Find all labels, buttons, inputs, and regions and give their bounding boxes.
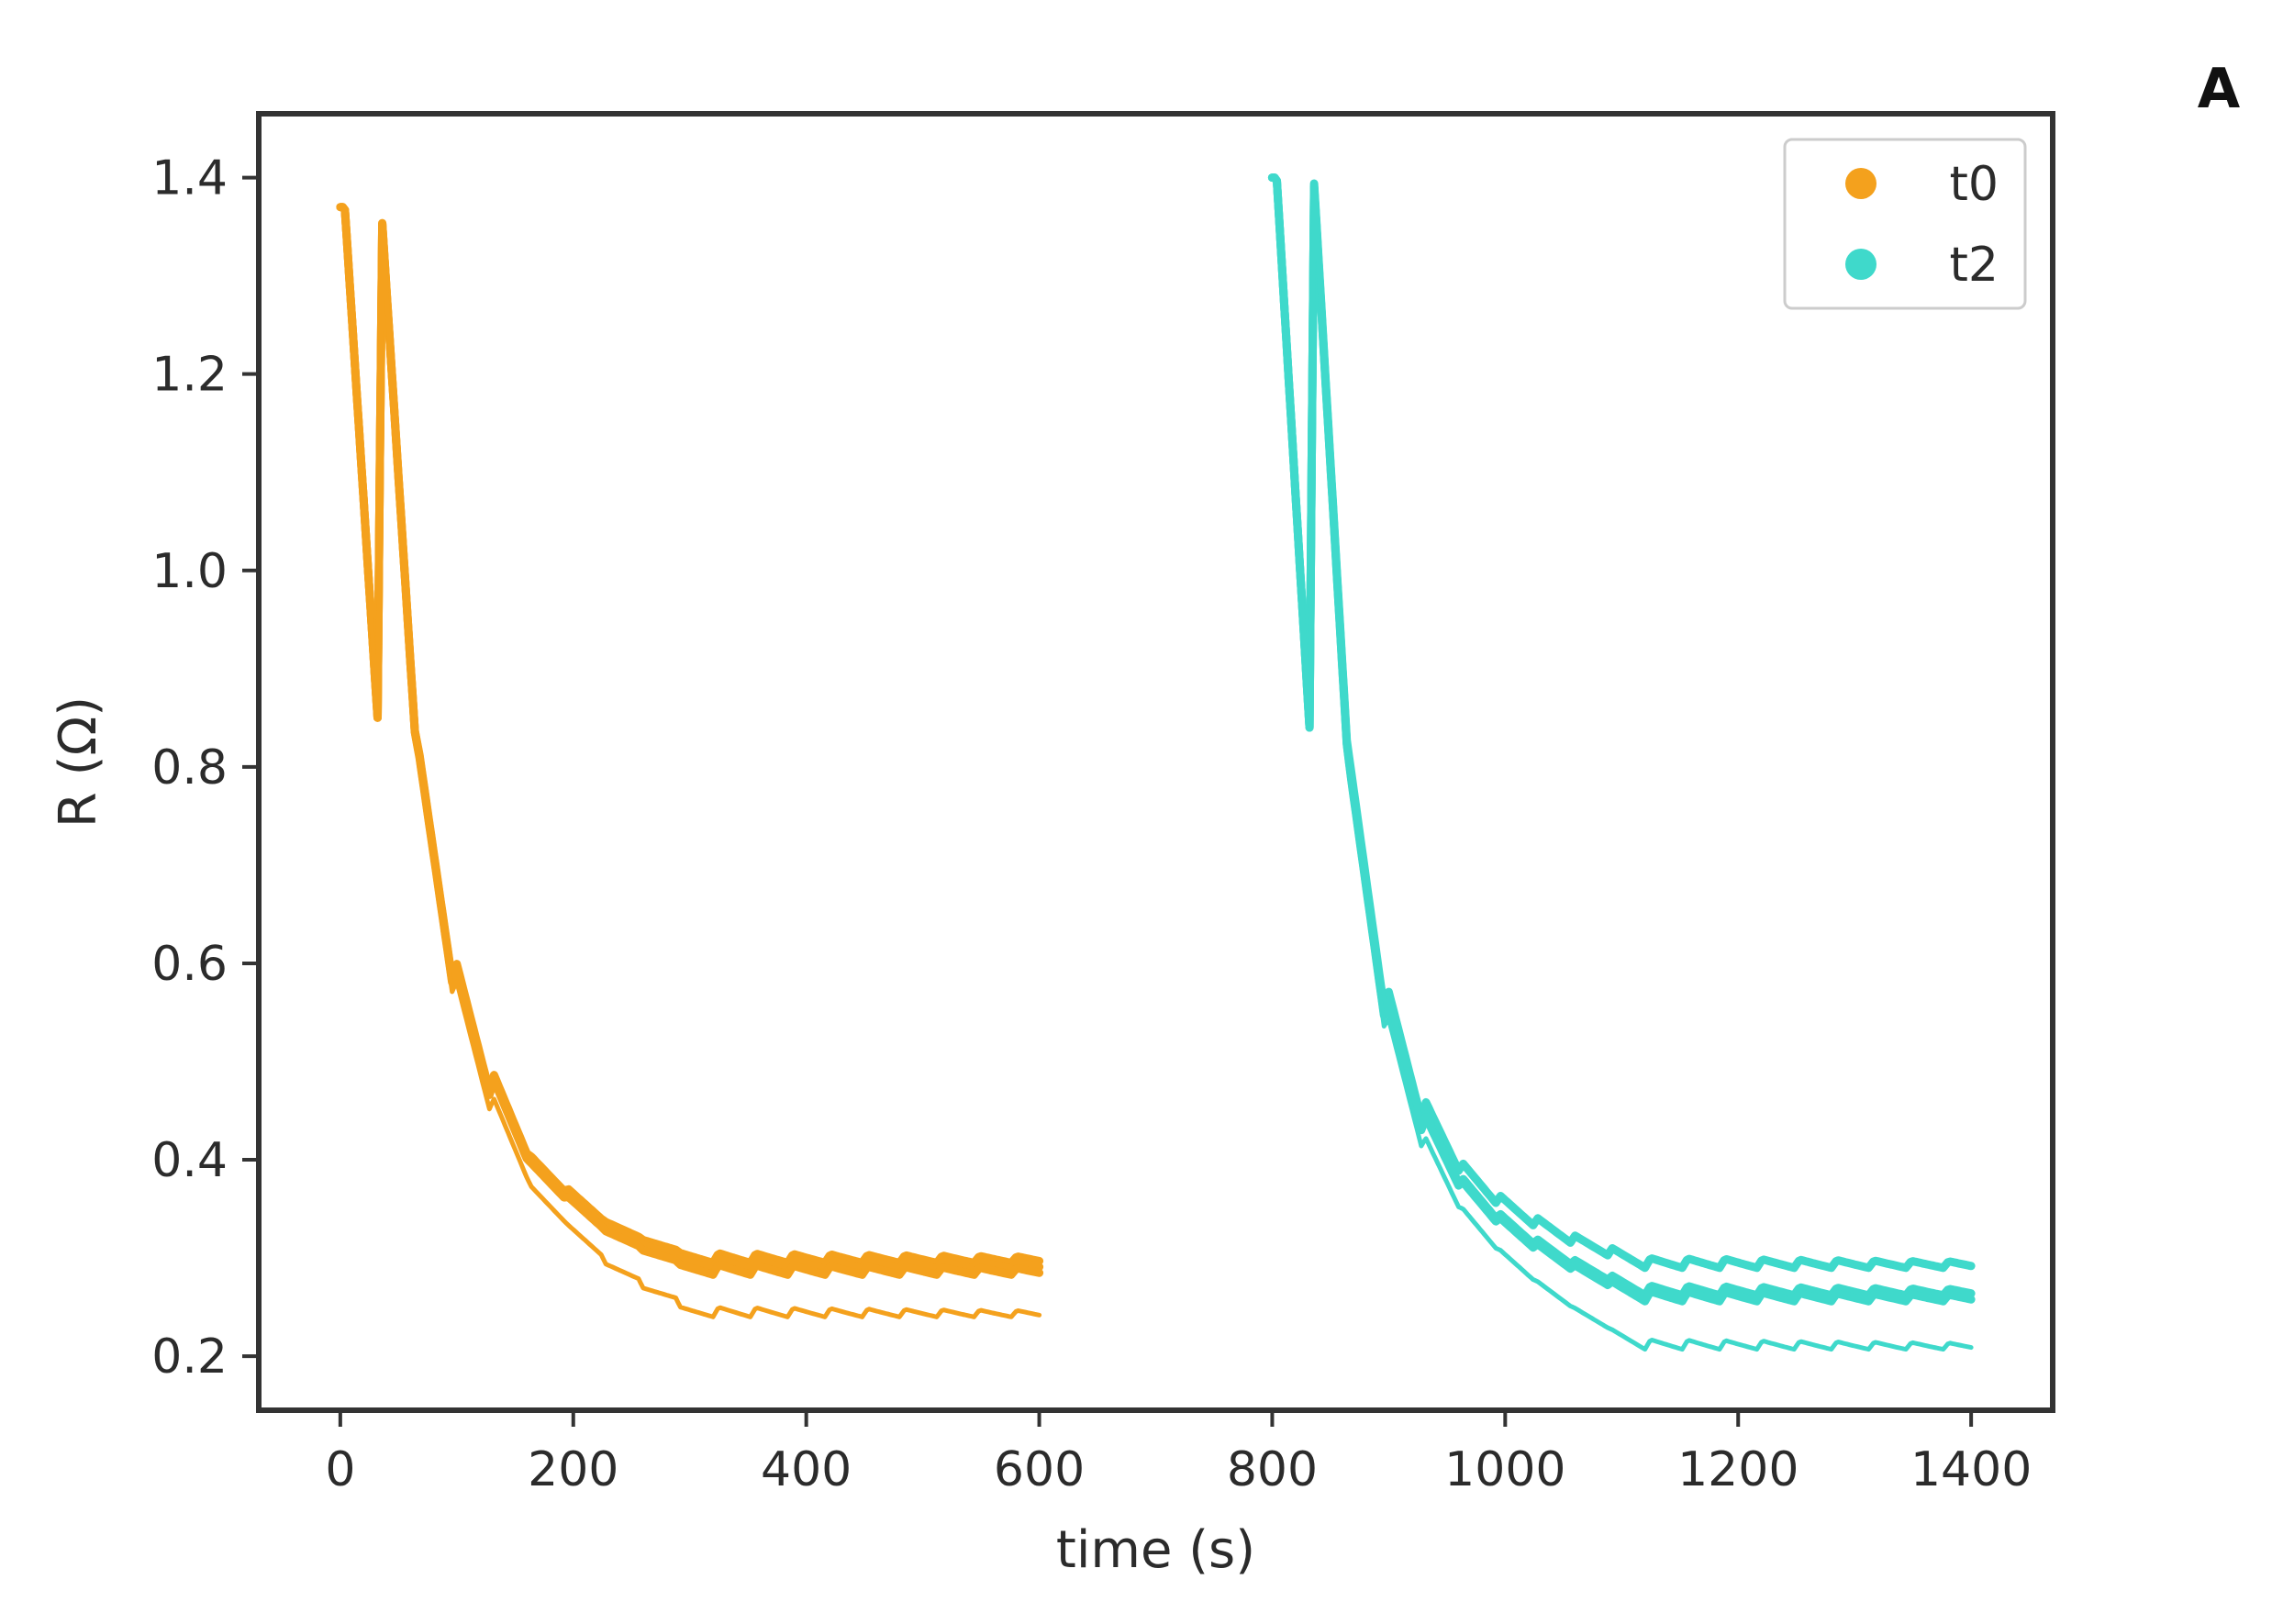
x-tick-label: 0 [325,1442,355,1497]
legend-label-t2: t2 [1950,238,1999,293]
panel-label: A [2198,57,2241,121]
x-tick-label: 400 [761,1442,852,1497]
y-tick-label: 0.8 [151,740,228,795]
x-axis-label: time (s) [1056,1520,1255,1580]
y-tick-label: 0.2 [151,1329,228,1385]
series-line-t2-run-1 [1267,173,1976,1273]
series-line-t2-run-4 [1269,175,1974,1352]
series-t0 [336,203,1044,1319]
legend-box [1783,138,2027,310]
y-tick-label: 0.6 [151,937,228,992]
y-axis-ticks: 0.2 0.4 0.6 0.8 1.0 1.2 1.4 [151,151,259,1385]
y-axis-label: R (Ω) [49,696,108,828]
series-line-t2-run-3 [1267,173,1976,1306]
x-tick-label: 1400 [1910,1442,2032,1497]
y-tick-label: 1.0 [151,544,228,599]
x-tick-label: 1000 [1444,1442,1565,1497]
series-t2 [1267,173,1976,1352]
series-layer [336,173,1976,1352]
y-tick-label: 0.4 [151,1133,228,1188]
series-line-t0-run-4 [338,205,1042,1319]
x-tick-label: 600 [994,1442,1085,1497]
legend-marker-t2 [1845,249,1877,280]
y-tick-label: 1.4 [151,151,228,206]
legend-label-t0: t0 [1950,157,1999,212]
y-tick-label: 1.2 [151,348,228,403]
legend: t0 t2 [1783,138,2027,310]
x-tick-label: 1200 [1677,1442,1799,1497]
series-line-t0-run-3 [336,203,1044,1279]
x-tick-label: 800 [1227,1442,1318,1497]
plot-frame [256,111,2055,1413]
x-axis-ticks: 0 200 400 600 800 1000 1200 1400 [325,1410,2032,1497]
x-tick-label: 200 [528,1442,618,1497]
legend-marker-t0 [1845,168,1877,199]
